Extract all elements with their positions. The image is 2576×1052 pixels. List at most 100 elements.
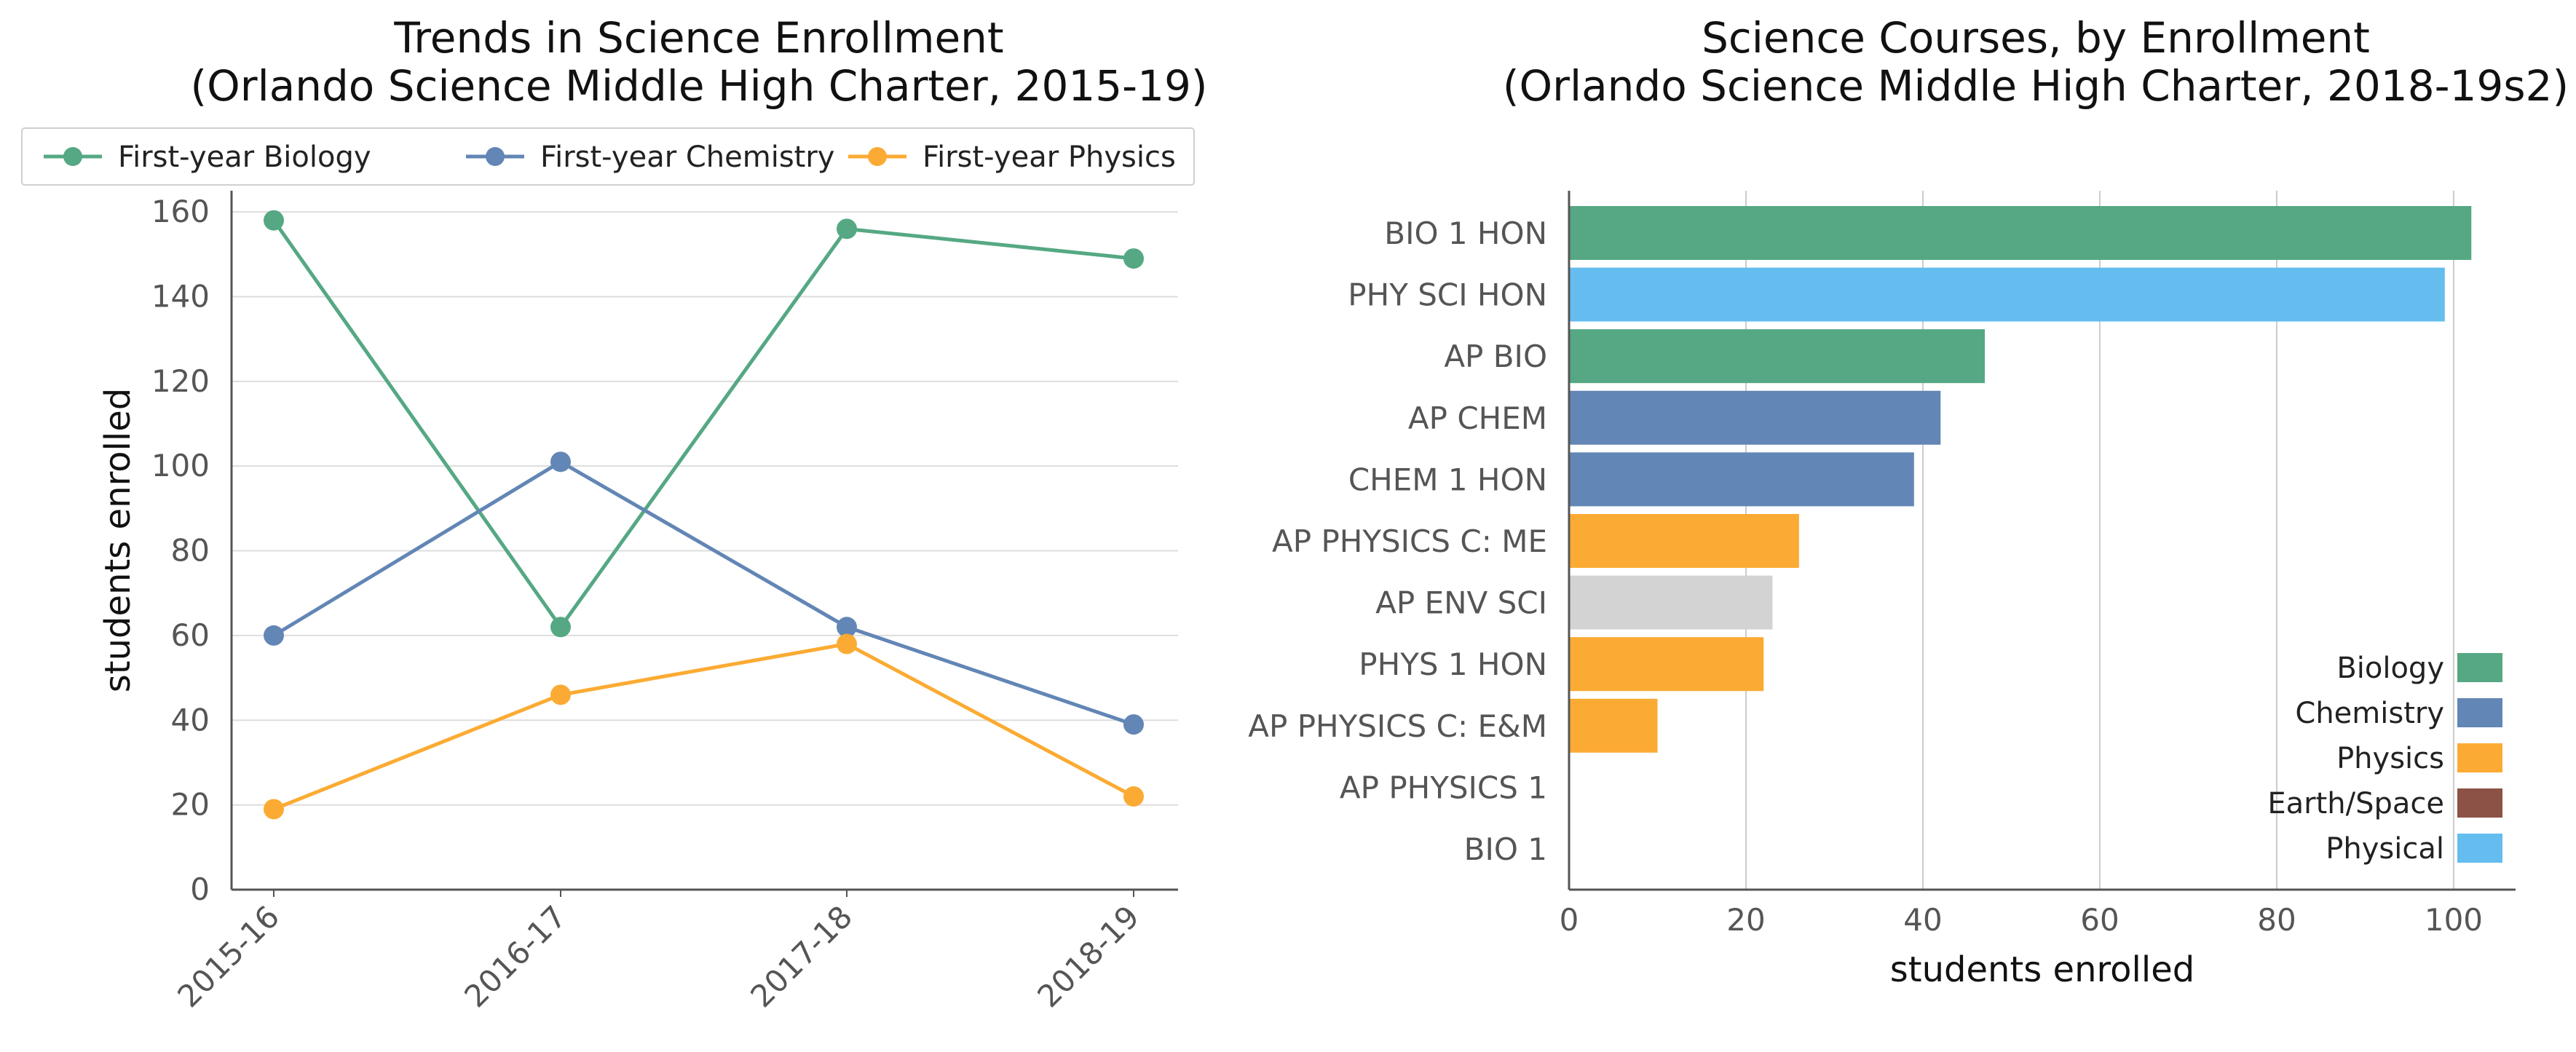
line-chart-subtitle: (Orlando Science Middle High Charter, 20… xyxy=(190,61,1207,111)
legend-label: First-year Biology xyxy=(118,141,371,174)
y-tick-label: 140 xyxy=(151,278,210,314)
category-label: AP ENV SCI xyxy=(1375,585,1547,621)
legend-marker xyxy=(63,147,82,166)
category-label: AP PHYSICS C: E&M xyxy=(1248,708,1547,744)
bar-ap-physics-c-e-m xyxy=(1569,698,1658,753)
bar-bio-1-hon xyxy=(1569,206,2472,260)
bar-chart-bars xyxy=(1569,206,2472,753)
bar-chart-category-labels: BIO 1 HON PHY SCI HON AP BIO AP CHEM CHEM 1 … xyxy=(1248,215,1547,867)
legend-swatch xyxy=(2457,698,2502,727)
line-chart-x-ticks: 2015-16 2016-17 2017-18 2018-19 xyxy=(170,890,1146,1014)
bar-ap-chem xyxy=(1569,390,1941,445)
series-line xyxy=(272,219,1134,630)
x-tick-label: 60 xyxy=(2080,902,2119,938)
bar-chart-subtitle: (Orlando Science Middle High Charter, 20… xyxy=(1503,61,2569,111)
legend-item: Physics xyxy=(2336,742,2502,775)
bar-ap-env-sci xyxy=(1569,575,1773,630)
legend-swatch xyxy=(2457,743,2502,772)
x-tick-label: 2018-19 xyxy=(1030,898,1146,1014)
data-point xyxy=(550,451,571,472)
x-tick-label: 40 xyxy=(1903,902,1942,938)
y-tick-label: 60 xyxy=(171,617,210,653)
y-tick-label: 120 xyxy=(151,363,210,399)
legend-item: First-year Chemistry xyxy=(466,141,834,174)
bar-ap-physics-c-me xyxy=(1569,514,1799,568)
legend-label: Physical xyxy=(2326,832,2444,866)
data-point xyxy=(837,617,857,638)
legend-item: Earth/Space xyxy=(2267,787,2502,820)
line-chart-gridlines xyxy=(232,211,1178,806)
series-first-year-chemistry xyxy=(264,451,1144,735)
bar-phys-1-hon xyxy=(1569,637,1764,692)
line-chart-y-ticks: 0 20 40 60 80 100 120 140 160 xyxy=(151,194,210,907)
bar-phy-sci-hon xyxy=(1569,267,2445,322)
category-label: BIO 1 HON xyxy=(1384,215,1547,251)
legend-item: First-year Biology xyxy=(44,141,371,174)
line-chart-y-label: students enrolled xyxy=(98,388,138,692)
bar-chart: Science Courses, by Enrollment (Orlando … xyxy=(1248,13,2569,990)
category-label: AP PHYSICS 1 xyxy=(1340,770,1547,805)
series-first-year-biology xyxy=(264,210,1144,638)
legend-label: First-year Chemistry xyxy=(540,141,834,174)
legend-item: Biology xyxy=(2336,652,2502,685)
data-point xyxy=(550,684,571,705)
data-point xyxy=(1123,786,1144,807)
data-point xyxy=(264,625,284,646)
series-first-year-physics xyxy=(264,633,1144,820)
category-label: AP CHEM xyxy=(1408,400,1547,436)
data-point xyxy=(264,210,284,231)
x-tick-label: 2015-16 xyxy=(170,898,286,1014)
y-tick-label: 0 xyxy=(190,871,210,907)
legend-item: First-year Physics xyxy=(848,141,1176,174)
line-chart-legend: First-year Biology First-year Chemistry Fi… xyxy=(21,127,1195,186)
y-tick-label: 160 xyxy=(151,194,210,229)
legend-label: Biology xyxy=(2336,652,2444,685)
data-point xyxy=(837,218,857,240)
x-tick-label: 20 xyxy=(1726,902,1765,938)
legend-label: Earth/Space xyxy=(2267,787,2444,820)
bar-chem-1-hon xyxy=(1569,452,1914,507)
data-point xyxy=(837,633,857,654)
y-tick-label: 20 xyxy=(171,787,210,823)
category-label: CHEM 1 HON xyxy=(1348,462,1547,497)
category-label: AP PHYSICS C: ME xyxy=(1272,523,1547,559)
legend-swatch xyxy=(2457,653,2502,682)
y-tick-label: 80 xyxy=(171,533,210,569)
data-point xyxy=(1123,248,1144,269)
x-tick-label: 0 xyxy=(1560,902,1579,938)
line-chart: Trends in Science Enrollment (Orlando Sc… xyxy=(21,13,1208,1014)
legend-item: Physical xyxy=(2326,832,2502,866)
x-tick-label: 2017-18 xyxy=(743,898,859,1014)
bar-chart-x-ticks: 0 20 40 60 80 100 xyxy=(1560,902,2483,938)
category-label: PHY SCI HON xyxy=(1348,277,1547,313)
legend-label: First-year Physics xyxy=(922,141,1176,174)
series-line xyxy=(272,459,1134,727)
line-chart-series xyxy=(264,210,1144,820)
y-tick-label: 100 xyxy=(151,448,210,483)
data-point xyxy=(1123,714,1144,735)
x-tick-label: 100 xyxy=(2425,902,2483,938)
bar-chart-title: Science Courses, by Enrollment xyxy=(1702,13,2370,63)
data-point xyxy=(264,799,284,820)
bar-ap-bio xyxy=(1569,329,1986,384)
bar-chart-legend: Biology Chemistry Physics Earth/Space Physic… xyxy=(2267,652,2502,866)
legend-frame xyxy=(21,127,1195,186)
category-label: AP BIO xyxy=(1444,339,1547,374)
y-tick-label: 40 xyxy=(171,702,210,737)
category-label: PHYS 1 HON xyxy=(1359,646,1547,682)
bar-chart-x-label: students enrolled xyxy=(1890,949,2194,990)
legend-item: Chemistry xyxy=(2295,697,2502,730)
category-label: BIO 1 xyxy=(1464,831,1547,867)
legend-label: Chemistry xyxy=(2295,697,2444,730)
legend-swatch xyxy=(2457,834,2502,863)
legend-swatch xyxy=(2457,788,2502,818)
legend-marker xyxy=(486,147,505,166)
data-point xyxy=(550,617,571,638)
legend-label: Physics xyxy=(2336,742,2444,775)
legend-marker xyxy=(868,147,887,166)
line-chart-title: Trends in Science Enrollment xyxy=(393,13,1003,63)
x-tick-label: 2016-17 xyxy=(457,898,573,1014)
x-tick-label: 80 xyxy=(2257,902,2296,938)
series-line xyxy=(273,641,1135,811)
